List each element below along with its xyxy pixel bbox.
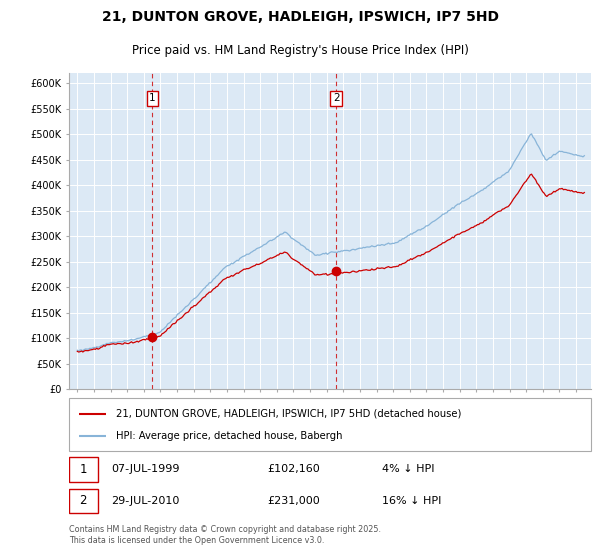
Text: 29-JUL-2010: 29-JUL-2010: [111, 496, 179, 506]
Text: £102,160: £102,160: [268, 464, 320, 474]
Text: 1: 1: [149, 94, 156, 103]
Text: Contains HM Land Registry data © Crown copyright and database right 2025.
This d: Contains HM Land Registry data © Crown c…: [69, 525, 381, 545]
FancyBboxPatch shape: [69, 488, 98, 513]
Text: 2: 2: [79, 494, 87, 507]
Text: HPI: Average price, detached house, Babergh: HPI: Average price, detached house, Babe…: [116, 431, 343, 441]
Text: £231,000: £231,000: [268, 496, 320, 506]
Text: 2: 2: [333, 94, 340, 103]
Text: 21, DUNTON GROVE, HADLEIGH, IPSWICH, IP7 5HD: 21, DUNTON GROVE, HADLEIGH, IPSWICH, IP7…: [101, 10, 499, 24]
Text: 1: 1: [79, 463, 87, 476]
Text: Price paid vs. HM Land Registry's House Price Index (HPI): Price paid vs. HM Land Registry's House …: [131, 44, 469, 57]
Text: 21, DUNTON GROVE, HADLEIGH, IPSWICH, IP7 5HD (detached house): 21, DUNTON GROVE, HADLEIGH, IPSWICH, IP7…: [116, 409, 461, 418]
Text: 4% ↓ HPI: 4% ↓ HPI: [382, 464, 434, 474]
Text: 07-JUL-1999: 07-JUL-1999: [111, 464, 179, 474]
Text: 16% ↓ HPI: 16% ↓ HPI: [382, 496, 442, 506]
FancyBboxPatch shape: [69, 398, 591, 451]
FancyBboxPatch shape: [69, 457, 98, 482]
